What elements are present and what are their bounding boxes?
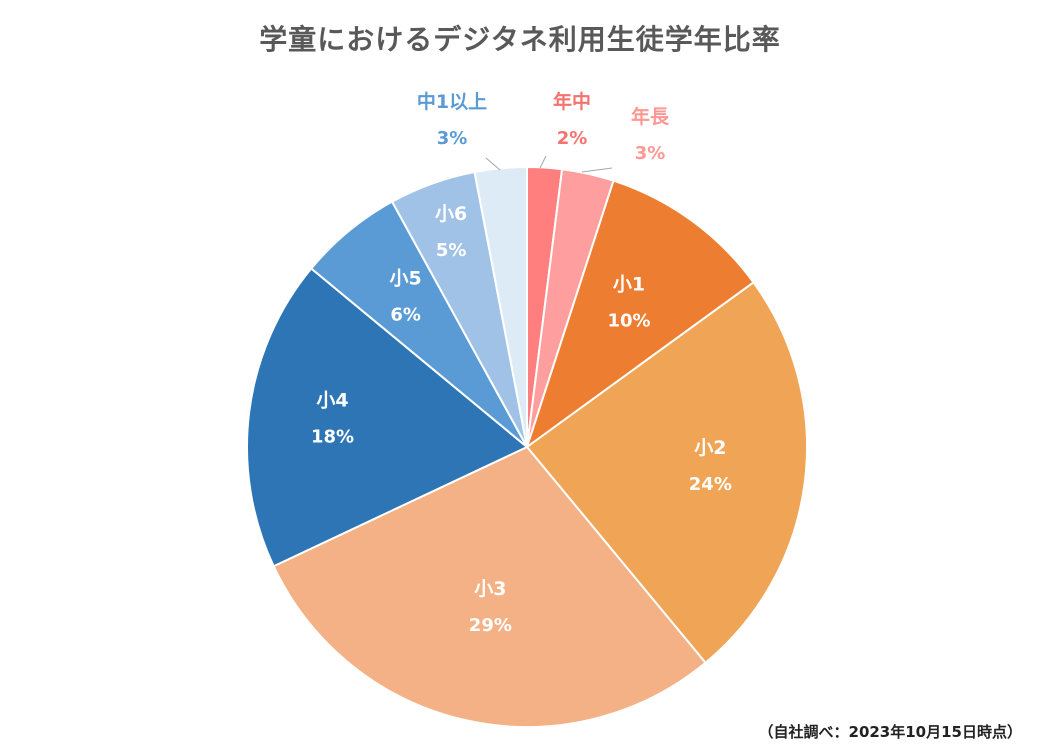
slice-label-6: 小4	[316, 389, 348, 411]
slice-label-9: 中1以上	[417, 90, 487, 113]
slice-label-7: 小5	[390, 267, 422, 289]
source-note: （自社調べ：2023年10月15日時点）	[758, 723, 1023, 741]
slice-labels: 年中 2% 年長 3% 小1 10% 小2 24% 小3 29% 小4 18% 小5 6% 小6 5% 中1以上…	[311, 90, 732, 636]
slice-percent-5: 29%	[469, 615, 512, 636]
slice-percent-6: 18%	[311, 426, 354, 447]
slice-percent-4: 24%	[689, 474, 732, 495]
chart-title: 学童におけるデジタネ利用生徒学年比率	[259, 23, 781, 56]
pie-slice-5	[272, 445, 707, 728]
pie-slice-9	[473, 165, 528, 448]
slice-percent-1: 2%	[557, 128, 588, 149]
leader-line-9	[485, 157, 501, 171]
slice-percent-2: 3%	[635, 143, 666, 164]
slice-label-3: 小1	[613, 274, 645, 296]
leader-line-1	[539, 155, 547, 169]
slice-label-5: 小3	[474, 578, 506, 600]
pie-slice-3	[525, 179, 755, 450]
leader-lines	[485, 155, 613, 173]
pie-slice-6	[246, 267, 529, 568]
pie-slices	[246, 165, 808, 728]
slice-label-4: 小2	[694, 437, 726, 459]
slice-percent-9: 3%	[437, 128, 468, 149]
pie-slice-4	[525, 281, 808, 665]
slice-percent-3: 10%	[607, 311, 650, 332]
slice-label-8: 小6	[435, 203, 467, 225]
slice-percent-8: 5%	[436, 240, 467, 261]
slice-percent-7: 6%	[390, 304, 421, 325]
slice-label-1: 年中	[553, 90, 591, 113]
leader-line-2	[581, 167, 613, 173]
slice-label-2: 年長	[631, 105, 670, 128]
